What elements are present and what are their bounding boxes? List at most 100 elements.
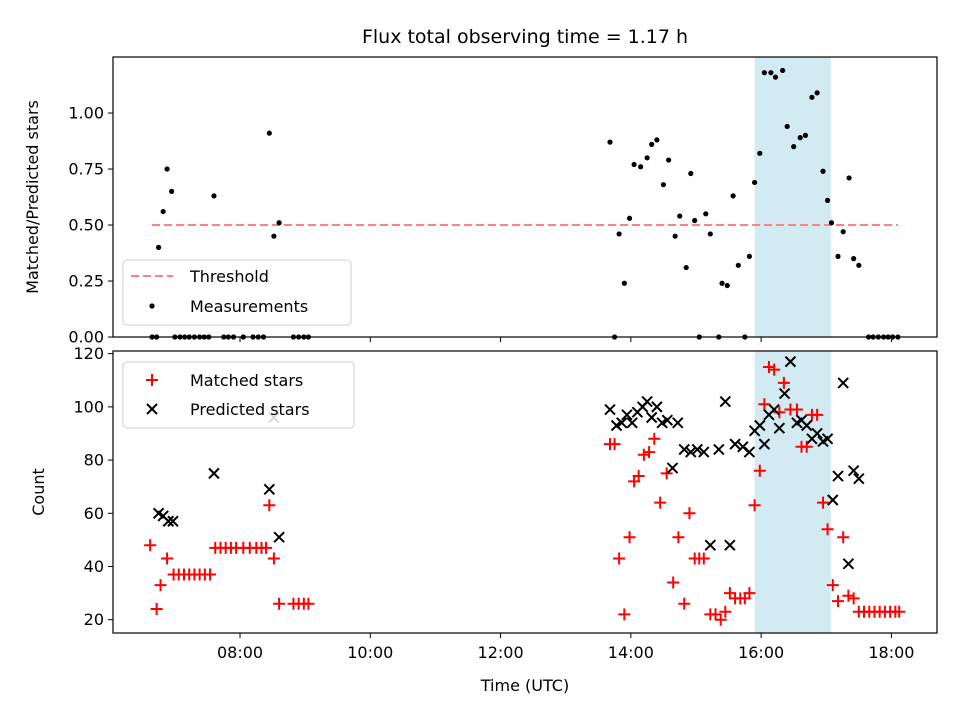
chart-title: Flux total observing time = 1.17 h <box>362 26 688 48</box>
measurement-point <box>791 144 797 150</box>
predicted-star-point <box>811 427 823 440</box>
matched-star-point <box>709 608 722 621</box>
measurement-point <box>761 70 767 76</box>
matched-star-point <box>821 523 834 536</box>
measurement-point <box>719 280 725 286</box>
measurement-point <box>660 182 667 188</box>
measurement-point <box>683 264 689 271</box>
predicted-star-point <box>167 515 179 527</box>
matched-star-point <box>678 597 691 610</box>
measurement-point <box>692 217 698 224</box>
predicted-star-point <box>672 417 684 429</box>
predicted-star-point <box>626 417 638 429</box>
measurement-point <box>820 168 826 174</box>
bottom-y-axis: 20 40 60 80 100 120 <box>73 344 113 629</box>
predicted-stars-layer <box>152 355 865 570</box>
predicted-star-point <box>847 465 860 477</box>
top-legend-box <box>122 259 352 326</box>
measurement-point <box>672 233 678 239</box>
measurement-point <box>666 157 672 163</box>
matched-star-point <box>660 467 673 480</box>
x-axis-label: Time (UTC) <box>480 676 569 695</box>
bottom-highlight-span-layer <box>754 351 831 633</box>
legend-matched-swatch <box>146 374 158 386</box>
top-y-tick-label: 1.00 <box>68 104 104 123</box>
predicted-star-point <box>724 539 736 551</box>
matched-star-point <box>748 499 761 512</box>
legend-measurements-label: Measurements <box>190 297 308 316</box>
predicted-star-point <box>754 419 766 432</box>
top-y-tick-label: 0.25 <box>68 272 104 291</box>
measurement-point <box>707 231 713 237</box>
matched-star-point <box>847 592 860 605</box>
predicted-star-point <box>784 355 797 368</box>
matched-star-point <box>768 363 781 376</box>
measurement-point <box>768 70 774 76</box>
bottom-highlight-span <box>754 351 831 633</box>
matched-star-point <box>826 579 839 592</box>
predicted-star-point <box>743 446 756 458</box>
matched-star-point <box>263 499 276 512</box>
measurement-point <box>809 94 815 100</box>
predicted-star-point <box>821 433 834 445</box>
matched-star-point <box>790 403 803 416</box>
measurement-point <box>626 215 633 221</box>
predicted-star-point <box>801 419 813 432</box>
predicted-star-point <box>651 401 663 413</box>
bottom-y-tick-label: 40 <box>84 557 104 576</box>
measurement-point <box>846 175 852 181</box>
matched-star-point <box>758 398 771 411</box>
predicted-star-point <box>704 539 717 551</box>
matched-star-point <box>154 579 167 592</box>
measurement-point <box>802 132 809 138</box>
predicted-star-point <box>616 417 628 429</box>
matched-star-point <box>773 406 786 419</box>
measurement-point <box>160 208 166 215</box>
measurement-point <box>677 213 683 219</box>
predicted-star-point <box>842 558 855 570</box>
measurement-point <box>856 262 862 268</box>
predicted-star-point <box>827 494 839 506</box>
measurement-point <box>688 170 694 177</box>
matched-star-point <box>144 539 157 552</box>
matched-stars-layer <box>144 360 906 626</box>
measurement-point <box>780 67 786 74</box>
measurement-point <box>828 220 835 226</box>
measurement-point <box>169 188 175 194</box>
matched-star-point <box>623 531 636 544</box>
matched-star-point <box>643 446 656 459</box>
predicted-star-point <box>273 531 285 543</box>
predicted-star-point <box>678 443 690 456</box>
matched-star-point <box>618 608 631 621</box>
matched-star-point <box>648 432 661 445</box>
predicted-star-point <box>263 483 276 496</box>
measurement-point <box>616 231 622 237</box>
matched-star-point <box>842 589 855 602</box>
bottom-panel: 20 40 60 80 100 120 08:00 10:00 12:00 14:00 16:00… <box>29 344 938 695</box>
matched-star-point <box>632 470 645 483</box>
matched-star-point <box>811 408 824 421</box>
legend-matched-label: Matched stars <box>190 371 303 390</box>
measurement-point <box>851 256 857 262</box>
bottom-x-tick-label: 14:00 <box>608 643 654 662</box>
measurement-point <box>607 139 613 145</box>
bottom-x-tick-label: 12:00 <box>478 643 524 662</box>
top-y-tick-label: 0.00 <box>68 328 104 347</box>
predicted-star-point <box>773 422 786 434</box>
measurement-point <box>797 135 803 141</box>
bottom-y-axis-label: Count <box>29 468 48 516</box>
legend-threshold-label: Threshold <box>189 267 269 286</box>
matched-star-point <box>762 360 775 373</box>
top-plot-frame <box>112 56 938 338</box>
bottom-y-tick-label: 60 <box>84 504 104 523</box>
measurement-point <box>266 130 272 136</box>
matched-star-point <box>667 576 680 589</box>
matched-star-point <box>831 595 844 608</box>
predicted-star-point <box>713 443 725 456</box>
bottom-legend-box <box>122 361 355 429</box>
measurement-point <box>211 193 217 199</box>
bottom-x-tick-label: 18:00 <box>868 643 914 662</box>
top-y-tick-label: 0.75 <box>68 160 104 179</box>
predicted-star-point <box>837 377 849 389</box>
top-x-ticks <box>239 337 892 342</box>
